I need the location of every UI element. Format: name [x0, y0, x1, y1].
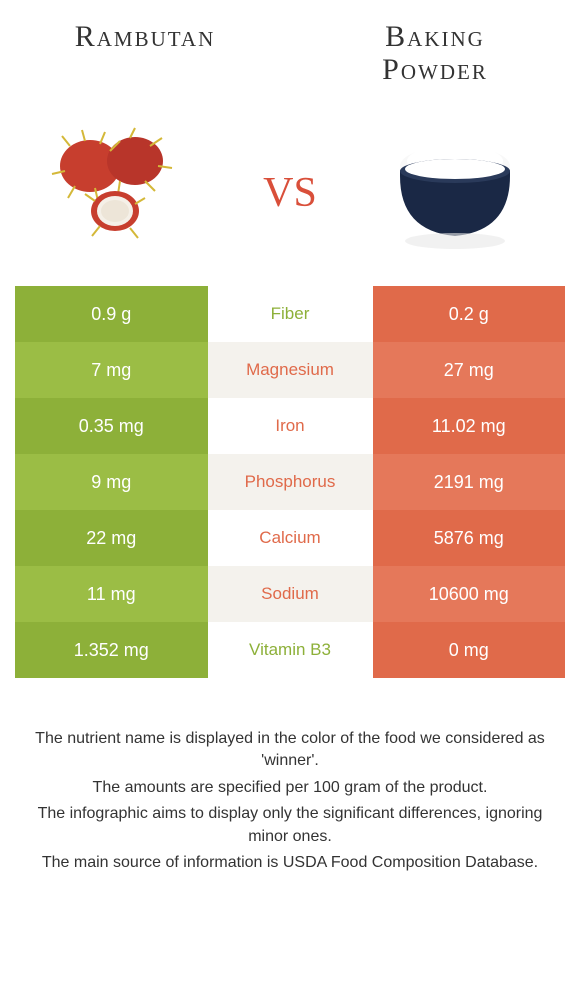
header: Rambutan Baking Powder — [15, 20, 565, 106]
table-row: 1.352 mgVitamin B30 mg — [15, 622, 565, 678]
baking-powder-image — [365, 116, 545, 256]
left-value: 0.35 mg — [15, 398, 208, 454]
nutrient-label: Calcium — [208, 510, 373, 566]
table-row: 0.9 gFiber0.2 g — [15, 286, 565, 342]
table-row: 0.35 mgIron11.02 mg — [15, 398, 565, 454]
right-value: 2191 mg — [373, 454, 566, 510]
left-value: 1.352 mg — [15, 622, 208, 678]
right-value: 11.02 mg — [373, 398, 566, 454]
right-title-line1: Baking — [385, 20, 485, 53]
left-value: 7 mg — [15, 342, 208, 398]
right-value: 27 mg — [373, 342, 566, 398]
nutrient-label: Vitamin B3 — [208, 622, 373, 678]
comparison-table: 0.9 gFiber0.2 g7 mgMagnesium27 mg0.35 mg… — [15, 286, 565, 678]
right-value: 0 mg — [373, 622, 566, 678]
left-value: 11 mg — [15, 566, 208, 622]
left-value: 22 mg — [15, 510, 208, 566]
footnote-line: The main source of information is USDA F… — [25, 852, 555, 874]
left-value: 0.9 g — [15, 286, 208, 342]
rambutan-image — [35, 116, 215, 256]
footnote-line: The infographic aims to display only the… — [25, 803, 555, 848]
table-row: 11 mgSodium10600 mg — [15, 566, 565, 622]
nutrient-label: Magnesium — [208, 342, 373, 398]
footnote-line: The nutrient name is displayed in the co… — [25, 728, 555, 773]
images-row: vs — [15, 106, 565, 286]
nutrient-label: Iron — [208, 398, 373, 454]
table-row: 9 mgPhosphorus2191 mg — [15, 454, 565, 510]
nutrient-label: Sodium — [208, 566, 373, 622]
right-value: 5876 mg — [373, 510, 566, 566]
right-value: 0.2 g — [373, 286, 566, 342]
vs-label: vs — [263, 152, 317, 221]
left-food-title: Rambutan — [45, 20, 245, 53]
right-title-line2: Powder — [382, 53, 488, 86]
nutrient-label: Phosphorus — [208, 454, 373, 510]
right-value: 10600 mg — [373, 566, 566, 622]
nutrient-label: Fiber — [208, 286, 373, 342]
right-food-title: Baking Powder — [335, 20, 535, 86]
table-row: 7 mgMagnesium27 mg — [15, 342, 565, 398]
footnote-line: The amounts are specified per 100 gram o… — [25, 777, 555, 799]
table-row: 22 mgCalcium5876 mg — [15, 510, 565, 566]
footnotes: The nutrient name is displayed in the co… — [15, 678, 565, 888]
left-value: 9 mg — [15, 454, 208, 510]
